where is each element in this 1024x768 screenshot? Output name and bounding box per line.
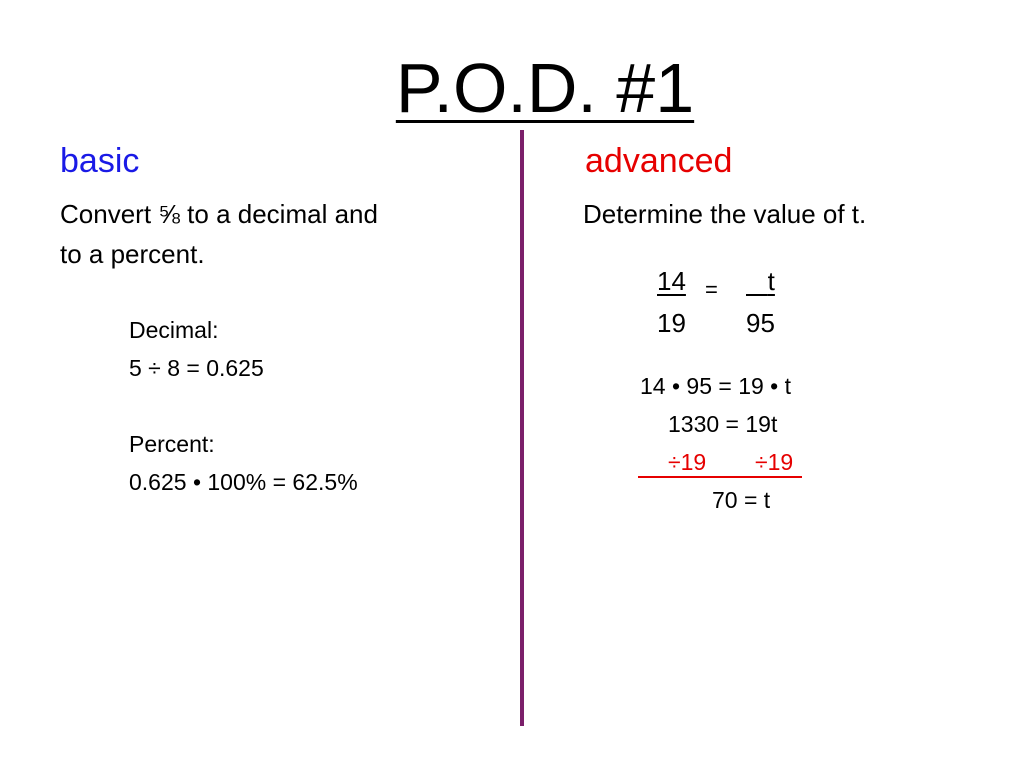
division-underline [638,476,802,478]
advanced-prompt: Determine the value of t. [583,199,867,229]
page-title: P.O.D. #1 [395,49,695,127]
percent-label: Percent: [129,431,215,457]
proportion-equals: = [705,277,718,302]
left-numerator: 14 [657,266,686,296]
step-2: 1330 = 19t [668,411,778,437]
step-3-right: ÷19 [755,449,794,475]
left-denominator: 19 [657,308,686,338]
basic-prompt-line1: Convert ⅝ to a decimal and [60,199,378,229]
right-fraction: t 95 [746,266,775,338]
left-fraction: 14 19 [657,266,686,338]
basic-prompt: Convert ⅝ to a decimal and to a percent. [60,194,378,274]
column-divider [520,130,524,726]
advanced-heading: advanced [585,142,733,180]
decimal-calculation: 5 ÷ 8 = 0.625 [129,355,264,381]
decimal-label: Decimal: [129,317,219,343]
step-3-left: ÷19 [668,449,707,475]
percent-calculation: 0.625 • 100% = 62.5% [129,469,358,495]
basic-prompt-line2: to a percent. [60,239,205,269]
right-numerator-value: t [767,266,775,296]
right-denominator: 95 [746,308,775,338]
step-1: 14 • 95 = 19 • t [640,373,792,399]
basic-work: Decimal: 5 ÷ 8 = 0.625 Percent: 0.625 • … [129,311,358,501]
right-numerator: t [746,266,775,296]
step-4: 70 = t [712,487,771,513]
basic-heading: basic [60,142,140,180]
